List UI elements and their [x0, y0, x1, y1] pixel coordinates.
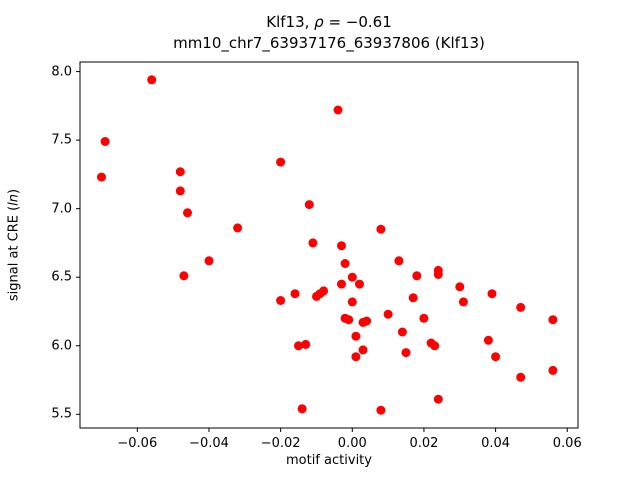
data-point	[294, 341, 303, 351]
data-point	[333, 105, 343, 115]
data-point	[297, 404, 307, 414]
data-point	[548, 365, 558, 375]
data-point	[100, 137, 110, 146]
y-tick-label: 8.0	[51, 64, 72, 80]
data-point	[412, 271, 422, 281]
data-point	[376, 405, 386, 415]
chart-title: Klf13, ρ = −0.61	[80, 12, 578, 32]
data-point	[483, 335, 493, 345]
data-point	[394, 256, 404, 266]
data-point	[301, 339, 311, 349]
y-axis-label-close: )	[6, 188, 22, 194]
data-point	[290, 289, 300, 299]
data-point	[408, 293, 418, 303]
x-tick-label: 0.06	[552, 436, 582, 451]
data-point	[458, 297, 468, 307]
x-tick-label: 0.04	[481, 436, 511, 451]
y-axis-label-ln: ln	[6, 193, 22, 206]
y-tick-label: 7.0	[51, 201, 72, 217]
x-tick-label: 0.00	[337, 436, 367, 451]
data-point	[308, 238, 318, 248]
data-point	[340, 259, 350, 268]
x-tick-label: −0.04	[189, 436, 229, 451]
data-point	[276, 296, 286, 305]
data-point	[455, 282, 465, 292]
data-point	[491, 352, 501, 362]
data-point	[487, 289, 497, 299]
y-axis-label: signal at CRE (ln)	[7, 189, 22, 301]
rho-symbol: ρ	[314, 13, 324, 31]
data-point	[516, 372, 526, 382]
data-point	[175, 167, 185, 177]
data-point	[337, 279, 346, 289]
x-tick-label: 0.02	[409, 436, 439, 451]
data-point	[183, 208, 192, 218]
x-tick-label: −0.06	[117, 436, 158, 451]
x-axis-label: motif activity	[286, 453, 372, 468]
data-point	[276, 157, 286, 167]
chart-title-value: = −0.61	[323, 13, 392, 31]
data-point	[347, 272, 357, 282]
y-tick-label: 5.5	[51, 406, 72, 422]
data-point	[430, 341, 440, 351]
data-point	[147, 75, 157, 85]
chart-subtitle: mm10_chr7_63937176_63937806 (Klf13)	[173, 34, 485, 52]
data-point	[344, 315, 354, 325]
data-point	[179, 271, 189, 281]
data-point	[397, 327, 407, 337]
data-point	[97, 172, 106, 182]
y-tick-label: 7.5	[51, 132, 72, 148]
x-tick-label: −0.02	[260, 436, 301, 451]
data-point	[233, 223, 243, 233]
data-point	[347, 297, 357, 307]
data-point	[548, 315, 558, 325]
plot-border	[79, 61, 579, 429]
data-point	[376, 224, 386, 234]
data-point	[204, 256, 214, 266]
data-point	[175, 186, 185, 196]
data-point	[319, 286, 329, 296]
y-tick-label: 6.0	[51, 338, 72, 354]
data-point	[433, 394, 443, 404]
data-point	[355, 279, 364, 289]
data-point	[351, 331, 361, 341]
data-point	[383, 309, 393, 319]
chart-title-text: Klf13,	[266, 13, 315, 31]
data-point	[516, 302, 526, 312]
data-point	[358, 345, 368, 355]
data-point	[337, 241, 346, 251]
y-axis-label-text: signal at CRE (	[6, 205, 22, 302]
data-point	[351, 352, 361, 362]
data-point	[401, 348, 411, 358]
data-point	[419, 313, 429, 323]
y-tick-label: 6.5	[51, 269, 72, 285]
data-point	[362, 316, 372, 326]
data-point	[304, 200, 314, 210]
data-point	[433, 270, 443, 279]
